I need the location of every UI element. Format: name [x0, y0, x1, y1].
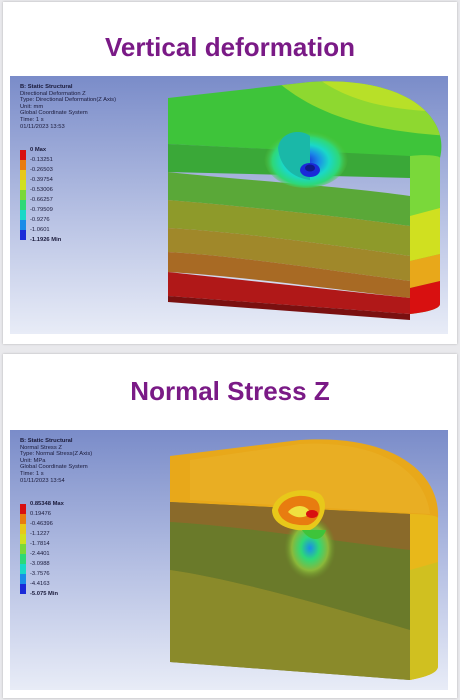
legend-min-value: -5.075 Min — [30, 591, 59, 597]
stress-heading: Normal Stress Z — [130, 376, 330, 406]
legend-value: -3.0988 — [30, 561, 50, 567]
result-time: Time: 1 s — [20, 470, 44, 477]
legend-swatch — [20, 220, 26, 230]
legend-swatch — [20, 564, 26, 574]
legend-swatch — [20, 200, 26, 210]
legend-value: -1.1227 — [30, 531, 50, 537]
result-time: Time: 1 s — [20, 116, 44, 123]
legend-swatch — [20, 504, 26, 514]
legend-swatch — [20, 170, 26, 180]
result-unit: Unit: mm — [20, 103, 44, 110]
legend-value: -0.79509 — [30, 207, 53, 213]
legend-value: -1.0601 — [30, 227, 50, 233]
deformation-viewport[interactable]: B: Static Structural Directional Deforma… — [10, 76, 448, 334]
legend-swatch — [20, 524, 26, 534]
stress-info: B: Static Structural Normal Stress Z Typ… — [20, 438, 92, 484]
legend-value: -3.7576 — [30, 571, 50, 577]
result-unit: Unit: MPa — [20, 457, 46, 464]
legend-swatch — [20, 544, 26, 554]
legend-value: -2.4401 — [30, 551, 50, 557]
deformation-heading: Vertical deformation — [105, 32, 355, 62]
deformation-panel: Vertical deformation — [3, 2, 457, 344]
stress-viewport[interactable]: B: Static Structural Normal Stress Z Typ… — [10, 430, 448, 690]
legend-swatch — [20, 514, 26, 524]
result-type: Type: Normal Stress(Z Axis) — [20, 451, 93, 458]
legend-swatch — [20, 160, 26, 170]
legend-value: -4.4163 — [30, 581, 50, 587]
legend-value: -0.13251 — [30, 157, 53, 163]
legend-value: 0.19476 — [30, 511, 51, 517]
coordinate-system: Global Coordinate System — [20, 464, 88, 471]
legend-value: -0.46396 — [30, 521, 53, 527]
analysis-title: B: Static Structural — [20, 84, 73, 90]
coordinate-system: Global Coordinate System — [20, 110, 88, 117]
legend-swatch — [20, 190, 26, 200]
result-name: Normal Stress Z — [20, 444, 62, 451]
legend-value: -0.9276 — [30, 217, 50, 223]
stress-panel: Normal Stress Z — [3, 354, 457, 698]
legend-swatch — [20, 584, 26, 594]
result-date: 01/11/2023 13:53 — [20, 123, 65, 130]
legend-swatch — [20, 574, 26, 584]
result-date: 01/11/2023 13:54 — [20, 477, 65, 484]
legend-swatch — [20, 230, 26, 240]
legend-value: -0.26503 — [30, 167, 53, 173]
legend-value: -0.66257 — [30, 197, 53, 203]
analysis-title: B: Static Structural — [20, 438, 73, 444]
legend-swatch — [20, 150, 26, 160]
legend-value: 0.85348 Max — [30, 501, 64, 507]
legend-swatch — [20, 210, 26, 220]
result-type: Type: Directional Deformation(Z Axis) — [20, 97, 117, 104]
legend-min-value: -1.1926 Min — [30, 237, 62, 243]
legend-swatch — [20, 180, 26, 190]
stress-model[interactable] — [10, 430, 448, 690]
deformation-info: B: Static Structural Directional Deforma… — [20, 84, 116, 130]
legend-swatch — [20, 534, 26, 544]
legend-value: 0 Max — [30, 147, 47, 153]
deformation-model[interactable] — [10, 76, 448, 334]
legend-value: -0.39754 — [30, 177, 53, 183]
legend-swatch — [20, 554, 26, 564]
result-name: Directional Deformation Z — [20, 90, 86, 97]
legend-value: -1.7814 — [30, 541, 50, 547]
legend-value: -0.53006 — [30, 187, 53, 193]
